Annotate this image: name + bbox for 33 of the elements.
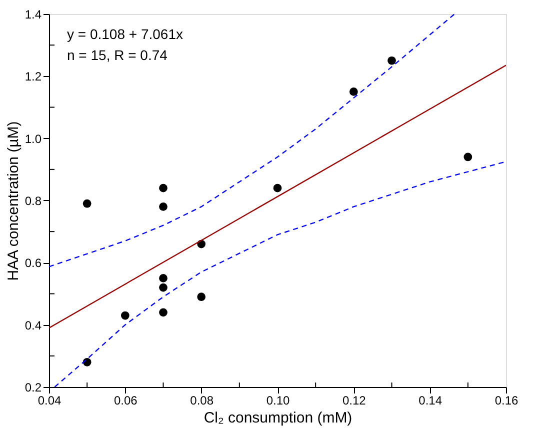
y-tick-label: 1.2 (24, 70, 42, 84)
annotation: n = 15, R = 0.74 (67, 47, 168, 63)
point (120, 311, 130, 320)
x-tick-label: 0.04 (38, 394, 62, 408)
line-series (49, 14, 456, 268)
x-tick-label: 0.12 (342, 394, 366, 408)
line-series (54, 161, 506, 387)
point (464, 152, 472, 162)
x-axis-title: Cl₂ consumption (mM) (204, 410, 352, 426)
x-tick-label: 0.10 (266, 394, 290, 408)
x-tick-label: 0.14 (418, 394, 442, 408)
point (349, 88, 358, 96)
point (388, 56, 396, 65)
point (273, 184, 282, 192)
y-tick-label: 0.8 (24, 194, 42, 208)
y-tick-label: 0.2 (24, 380, 42, 394)
y-tick-label: 0.4 (24, 318, 42, 332)
annotation: y = 0.108 + 7.061x (67, 26, 183, 42)
point (159, 274, 168, 282)
y-tick-label: 0.6 (24, 256, 42, 270)
point (82, 358, 92, 366)
x-tick-label: 0.16 (494, 394, 518, 408)
y-tick-label: 1.4 (24, 8, 42, 22)
point (159, 202, 168, 211)
point (197, 292, 206, 302)
x-tick-label: 0.06 (114, 394, 138, 408)
y-tick-label: 1.0 (24, 132, 42, 146)
point (159, 184, 168, 192)
point (159, 308, 168, 317)
x-tick-label: 0.08 (190, 394, 214, 408)
y-axis-title: HAA concentration (µM) (4, 121, 22, 281)
point (159, 283, 168, 292)
point (82, 199, 92, 208)
